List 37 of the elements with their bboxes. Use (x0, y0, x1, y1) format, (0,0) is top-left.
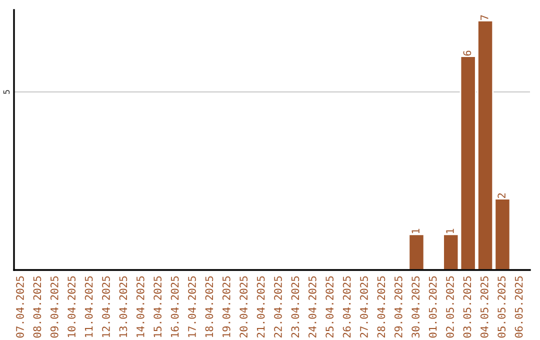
x-tick-label: 30.04.2025 (412, 276, 420, 338)
x-tick-label: 02.05.2025 (446, 276, 454, 338)
y-tick-label: 5 (3, 90, 10, 94)
x-tick-label: 21.04.2025 (256, 276, 265, 338)
x-tick-label: 08.04.2025 (33, 276, 42, 338)
x-tick-label: 01.05.2025 (428, 276, 437, 338)
data-label: 2 (498, 193, 506, 198)
x-tick-label: 25.04.2025 (326, 276, 334, 338)
data-label: 1 (446, 228, 454, 234)
x-tick-label: 24.04.2025 (308, 276, 316, 338)
x-tick-label: 10.04.2025 (68, 276, 76, 338)
x-tick-label: 29.04.2025 (394, 276, 402, 338)
data-label: 7 (480, 15, 488, 20)
x-tick-label: 28.04.2025 (377, 276, 386, 338)
x-tick-label: 16.04.2025 (170, 276, 179, 338)
x-tick-label: 19.04.2025 (222, 276, 230, 338)
data-label: 1 (412, 228, 420, 234)
x-tick-label: 15.04.2025 (154, 276, 162, 338)
bar (408, 234, 425, 270)
x-tick-label: 07.04.2025 (16, 276, 24, 338)
x-tick-label: 13.04.2025 (119, 276, 128, 338)
x-tick-label: 05.05.2025 (498, 276, 506, 338)
x-tick-label: 22.04.2025 (274, 276, 282, 338)
x-tick-label: 11.04.2025 (84, 276, 93, 338)
x-tick-label: 18.04.2025 (205, 276, 214, 338)
x-tick-label: 06.05.2025 (514, 276, 523, 338)
x-tick-label: 20.04.2025 (240, 276, 248, 338)
x-tick-label: 27.04.2025 (360, 276, 368, 338)
x-tick-label: 09.04.2025 (50, 276, 58, 338)
data-label: 6 (463, 50, 472, 56)
x-tick-label: 23.04.2025 (291, 276, 300, 338)
x-tick-label: 04.05.2025 (480, 276, 488, 338)
x-tick-label: 26.04.2025 (342, 276, 351, 338)
x-tick-label: 03.05.2025 (463, 276, 472, 338)
x-tick-label: 14.04.2025 (136, 276, 144, 338)
x-tick-label: 17.04.2025 (188, 276, 196, 338)
x-tick-label: 12.04.2025 (102, 276, 110, 338)
